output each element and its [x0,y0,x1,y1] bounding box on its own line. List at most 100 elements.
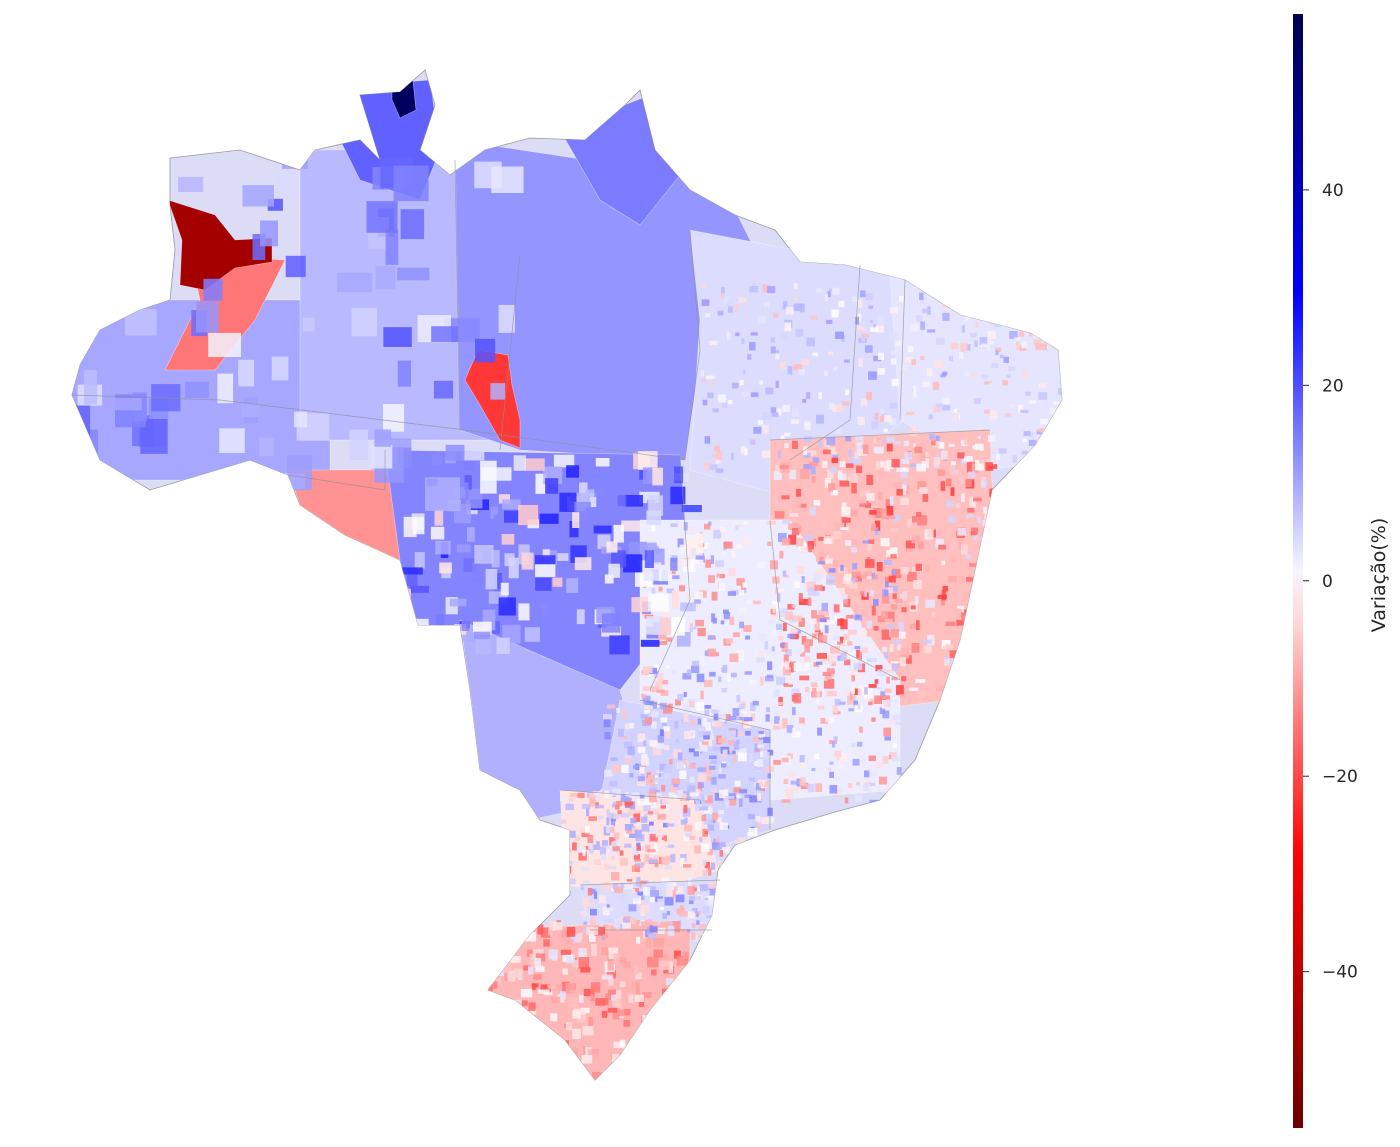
municipality-cell [873,689,881,696]
municipality-cell [975,443,984,451]
municipality-cell [669,759,673,765]
municipality-cell [648,828,656,835]
municipality-cell [799,777,806,787]
municipality-cell [844,573,852,581]
municipality-cell [518,603,530,621]
municipality-cell [833,604,840,613]
municipality-cell [673,795,679,800]
municipality-cell [695,797,700,807]
municipality-cell [799,755,805,763]
municipality-cell [790,780,800,785]
municipality-cell [859,726,863,733]
municipality-cell [866,493,875,501]
municipality-cell [822,460,828,468]
municipality-cell [528,966,534,975]
municipality-cell [919,487,928,495]
municipality-cell [560,797,569,802]
municipality-cell [824,625,829,634]
municipality-cell [610,819,616,827]
municipality-cell [721,532,726,541]
municipality-cell [833,636,842,640]
municipality-cell [1009,331,1018,339]
municipality-cell [819,676,828,681]
municipality-cell [627,746,635,756]
municipality-cell [893,441,901,445]
municipality-cell [647,849,656,853]
municipality-cell [727,673,731,682]
municipality-cell [653,670,659,678]
municipality-cell [985,577,991,587]
municipality-cell [679,911,688,917]
municipality-cell [572,1028,581,1039]
municipality-cell [682,817,688,824]
municipality-cell [642,887,651,896]
municipality-cell [818,537,825,541]
municipality-cell [1004,299,1013,304]
municipality-cell [984,381,993,385]
municipality-cell [782,667,791,676]
municipality-cell [826,319,833,324]
municipality-cell [789,717,793,725]
municipality-cell [1058,387,1062,395]
municipality-cell [792,408,799,417]
municipality-cell [535,577,552,591]
municipality-cell [966,577,976,582]
municipality-cell [712,911,718,919]
municipality-cell [294,411,307,428]
municipality-cell [891,351,895,355]
municipality-cell [890,779,897,785]
municipality-cell [783,779,789,785]
municipality-cell [552,577,563,587]
municipality-cell [853,688,862,695]
municipality-cell [831,741,836,748]
municipality-cell [790,786,800,791]
municipality-cell [524,627,540,642]
municipality-cell [776,676,786,686]
municipality-cell [810,466,816,475]
municipality-cell [984,590,992,595]
municipality-cell [475,634,491,655]
municipality-cell [566,578,579,593]
municipality-cell [774,716,780,724]
municipality-cell [658,641,668,645]
municipality-cell [815,783,823,792]
municipality-cell [971,372,978,376]
municipality-cell [488,1064,497,1069]
municipality-cell [871,717,876,722]
municipality-cell [674,769,679,776]
municipality-cell [828,351,833,356]
municipality-cell [948,515,956,523]
municipality-cell [618,1009,630,1017]
municipality-cell [807,783,815,793]
municipality-cell [652,777,659,783]
municipality-cell [668,881,677,890]
municipality-cell [889,496,894,506]
municipality-cell [606,925,612,933]
municipality-cell [565,1067,573,1078]
municipality-cell [661,784,666,792]
municipality-cell [673,950,681,959]
municipality-cell [767,773,771,779]
municipality-cell [659,906,665,911]
municipality-cell [436,614,445,630]
municipality-cell [831,661,836,666]
municipality-cell [871,605,876,616]
municipality-cell [793,364,803,371]
municipality-cell [782,718,788,726]
municipality-cell [1002,380,1008,386]
municipality-cell [634,994,644,1002]
municipality-cell [818,609,829,616]
municipality-cell [551,996,561,1004]
municipality-cell [778,636,784,641]
municipality-cell [638,880,647,887]
municipality-cell [716,817,723,823]
municipality-cell [671,590,680,609]
municipality-cell [659,763,667,772]
municipality-cell [974,340,978,347]
municipality-cell [707,615,712,620]
municipality-cell [866,576,872,580]
municipality-cell [948,576,957,583]
municipality-cell [589,846,594,854]
municipality-cell [999,354,1004,359]
municipality-cell [604,574,614,584]
